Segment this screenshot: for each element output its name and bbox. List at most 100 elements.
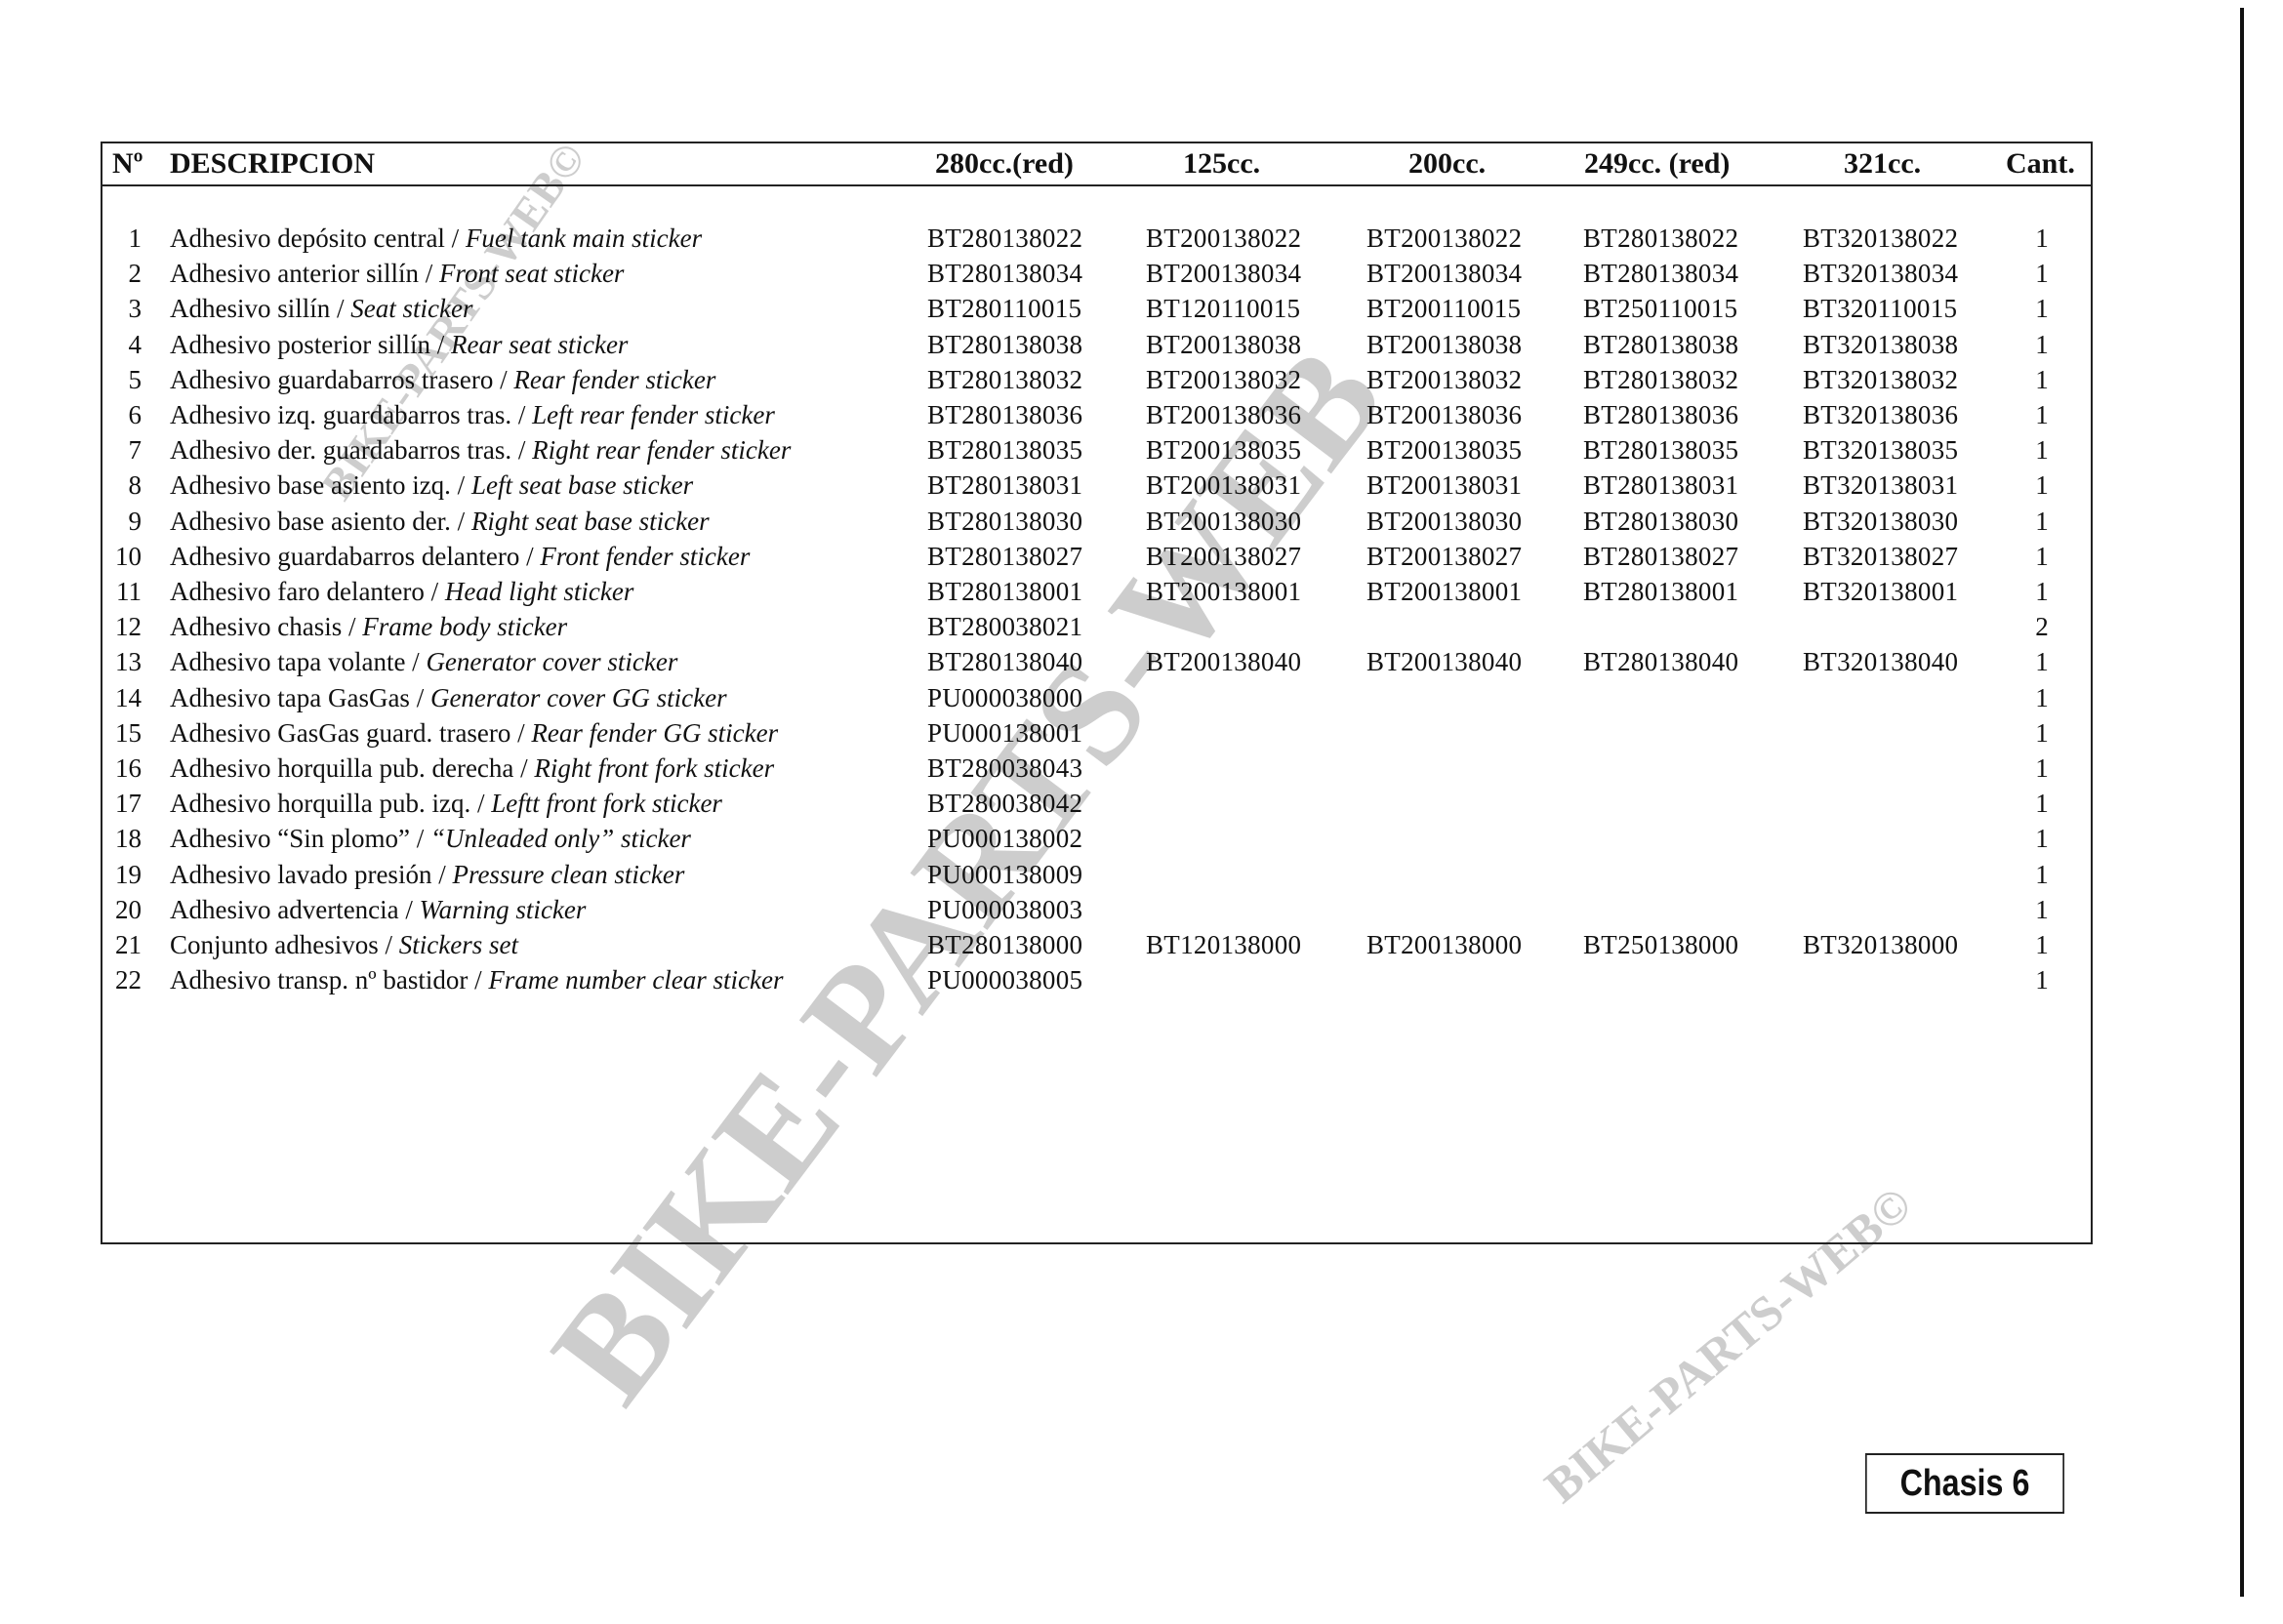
- row-part-code: BT280138001: [927, 577, 1083, 606]
- row-part-code: BT320138040: [1803, 647, 1959, 677]
- table-row: 20 Adhesivo advertencia / Warning sticker…: [102, 895, 2091, 930]
- row-part-code: BT200138038: [1146, 329, 1302, 359]
- row-description-en: Left rear fender sticker: [532, 400, 775, 429]
- table-row: 12 Adhesivo chasis / Frame body sticker BT…: [102, 612, 2091, 647]
- row-num: 3: [128, 294, 143, 324]
- parts-table: Nº DESCRIPCION 280cc.(red) 125cc. 200cc.…: [101, 142, 2093, 1244]
- row-qty: 1: [2035, 717, 2049, 748]
- row-part-code: BT200138032: [1146, 364, 1302, 394]
- row-part-code: BT320138032: [1803, 364, 1959, 394]
- row-part-code: BT320138022: [1803, 223, 1959, 253]
- row-part-code: BT280138034: [927, 259, 1083, 289]
- row-qty: 1: [2035, 647, 2049, 677]
- row-part-code: BT320138036: [1803, 400, 1959, 429]
- table-row: 15 Adhesivo GasGas guard. trasero / Rear …: [102, 718, 2091, 753]
- row-description-en: Leftt front fork sticker: [491, 789, 722, 819]
- row-part-code: BT320138031: [1803, 470, 1959, 501]
- row-part-code: BT280138038: [927, 329, 1083, 359]
- row-num: 2: [128, 259, 143, 289]
- row-num: 22: [115, 965, 142, 995]
- table-row: 4 Adhesivo posterior sillín / Rear seat s…: [102, 330, 2091, 365]
- row-description-en: Generator cover GG sticker: [429, 682, 727, 712]
- row-description-en: “Unleaded only” sticker: [429, 824, 691, 854]
- row-part-code: BT250110015: [1583, 294, 1738, 324]
- row-part-code: BT200138030: [1366, 506, 1523, 536]
- row-part-code: BT120110015: [1146, 294, 1301, 324]
- row-description: Adhesivo sillín / Seat sticker: [170, 294, 473, 324]
- row-part-code: BT200138001: [1146, 577, 1302, 606]
- row-description: Adhesivo base asiento der. / Right seat …: [170, 506, 710, 536]
- row-part-code: BT200138036: [1366, 400, 1523, 429]
- row-num: 19: [115, 859, 142, 889]
- row-qty: 1: [2035, 329, 2049, 359]
- row-qty: 1: [2035, 859, 2049, 889]
- row-num: 17: [115, 789, 142, 819]
- row-part-code: BT320110015: [1803, 294, 1958, 324]
- table-row: 22 Adhesivo transp. nº bastidor / Frame n…: [102, 965, 2091, 1000]
- row-qty: 1: [2035, 506, 2049, 536]
- row-description-en: Warning sticker: [419, 894, 587, 924]
- table-row: 7 Adhesivo der. guardabarros tras. / Righ…: [102, 435, 2091, 470]
- table-row: 21 Conjunto adhesivos / Stickers set BT280…: [102, 930, 2091, 965]
- row-part-code: BT280138027: [927, 541, 1083, 571]
- row-num: 6: [128, 400, 143, 429]
- row-part-code: BT200138035: [1366, 435, 1523, 466]
- row-description-en: Generator cover sticker: [426, 647, 678, 677]
- header-col-280: 280cc.(red): [935, 147, 1074, 180]
- row-part-code: BT320138001: [1803, 577, 1959, 606]
- row-part-code: BT280138040: [1583, 647, 1739, 677]
- row-description: Adhesivo chasis / Frame body sticker: [170, 612, 568, 642]
- row-description: Adhesivo “Sin plomo” / “Unleaded only” s…: [170, 824, 691, 854]
- row-part-code: BT280138036: [927, 400, 1083, 429]
- row-description: Adhesivo posterior sillín / Rear seat st…: [170, 329, 629, 359]
- table-row: 10 Adhesivo guardabarros delantero / Fron…: [102, 542, 2091, 577]
- header-description: DESCRIPCION: [170, 147, 376, 180]
- row-num: 4: [128, 329, 143, 359]
- table-row: 19 Adhesivo lavado presión / Pressure cle…: [102, 860, 2091, 895]
- row-description-en: Right rear fender sticker: [532, 435, 792, 466]
- row-part-code: BT280110015: [927, 294, 1082, 324]
- row-description: Adhesivo horquilla pub. izq. / Leftt fro…: [170, 789, 722, 819]
- row-part-code: BT200110015: [1366, 294, 1522, 324]
- row-part-code: BT200138022: [1366, 223, 1523, 253]
- row-part-code: PU000038003: [927, 894, 1083, 924]
- table-row: 13 Adhesivo tapa volante / Generator cove…: [102, 647, 2091, 682]
- row-qty: 1: [2035, 470, 2049, 501]
- row-description-en: Front fender sticker: [540, 541, 751, 571]
- row-part-code: BT200138032: [1366, 364, 1523, 394]
- page-label: Chasis 6: [1865, 1453, 2064, 1514]
- row-description-en: Right seat base sticker: [470, 506, 710, 536]
- row-part-code: BT280138030: [927, 506, 1083, 536]
- row-num: 10: [115, 541, 142, 571]
- row-part-code: BT200138022: [1146, 223, 1302, 253]
- row-qty: 1: [2035, 223, 2049, 253]
- table-row: 5 Adhesivo guardabarros trasero / Rear fe…: [102, 365, 2091, 400]
- row-part-code: BT280138035: [927, 435, 1083, 466]
- row-part-code: BT280038021: [927, 612, 1083, 642]
- row-description-en: Right front fork sticker: [534, 753, 775, 783]
- row-num: 20: [115, 894, 142, 924]
- row-part-code: BT200138027: [1146, 541, 1302, 571]
- header-col-200: 200cc.: [1408, 147, 1487, 180]
- table-row: 8 Adhesivo base asiento izq. / Left seat …: [102, 470, 2091, 506]
- row-description: Adhesivo lavado presión / Pressure clean…: [170, 859, 685, 889]
- row-qty: 1: [2035, 294, 2049, 324]
- row-qty: 1: [2035, 435, 2049, 466]
- row-part-code: BT320138035: [1803, 435, 1959, 466]
- row-part-code: BT200138027: [1366, 541, 1523, 571]
- row-num: 16: [115, 753, 142, 783]
- row-num: 12: [115, 612, 142, 642]
- row-part-code: BT200138031: [1366, 470, 1523, 501]
- row-description-en: Pressure clean sticker: [452, 859, 685, 889]
- row-qty: 1: [2035, 541, 2049, 571]
- header-col-249: 249cc. (red): [1584, 147, 1731, 180]
- row-part-code: BT200138034: [1146, 259, 1302, 289]
- table-row: 17 Adhesivo horquilla pub. izq. / Leftt f…: [102, 789, 2091, 824]
- row-description-en: Seat sticker: [350, 294, 473, 324]
- row-part-code: BT320138038: [1803, 329, 1959, 359]
- row-description-en: Frame body sticker: [362, 612, 568, 642]
- table-row: 3 Adhesivo sillín / Seat sticker BT2801100…: [102, 294, 2091, 329]
- row-description-en: Frame number clear sticker: [488, 965, 784, 995]
- row-part-code: BT200138000: [1366, 930, 1523, 959]
- row-description: Conjunto adhesivos / Stickers set: [170, 930, 518, 959]
